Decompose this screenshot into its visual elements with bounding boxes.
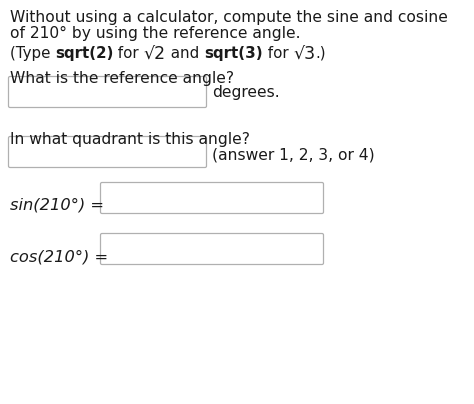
Text: Without using a calculator, compute the sine and cosine: Without using a calculator, compute the … [10,10,448,25]
Text: for: for [113,46,144,61]
FancyBboxPatch shape [9,137,207,168]
Text: √3: √3 [293,46,315,64]
Text: and: and [166,46,204,61]
Text: What is the reference angle?: What is the reference angle? [10,71,234,86]
Text: (Type: (Type [10,46,55,61]
Text: of 210° by using the reference angle.: of 210° by using the reference angle. [10,26,301,41]
FancyBboxPatch shape [100,234,323,265]
Text: degrees.: degrees. [212,85,280,100]
Text: sqrt(2): sqrt(2) [55,46,113,61]
Text: cos(210°) =: cos(210°) = [10,249,108,264]
Text: (answer 1, 2, 3, or 4): (answer 1, 2, 3, or 4) [212,147,374,162]
Text: .): .) [315,46,326,61]
Text: √2: √2 [144,46,166,64]
Text: In what quadrant is this angle?: In what quadrant is this angle? [10,132,250,147]
FancyBboxPatch shape [100,183,323,213]
Text: for: for [263,46,293,61]
FancyBboxPatch shape [9,76,207,107]
Text: sqrt(3): sqrt(3) [204,46,263,61]
Text: sin(210°) =: sin(210°) = [10,198,104,213]
